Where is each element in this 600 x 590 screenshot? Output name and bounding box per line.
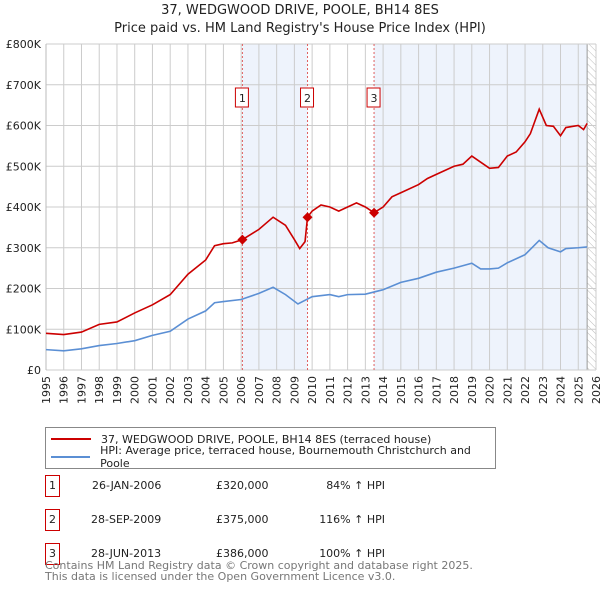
x-tick-label: 2016 [413,376,426,404]
y-tick-label: £700K [6,79,42,92]
sale-date: 28-SEP-2009 [91,513,162,526]
sale-hpi-change: 116% ↑ HPI [319,513,385,526]
x-tick-label: 2005 [217,376,230,404]
y-tick-label: £0 [27,364,41,377]
y-tick-label: £600K [6,120,42,133]
x-tick-label: 1998 [93,376,106,404]
chart-plot: 1995 1996 1997 1998 1999 2000 2001 2002 2003 2004… [6,38,600,404]
x-tick-label: 2009 [288,376,301,404]
sale-marker-box [366,87,381,108]
chart-subtitle: Price paid vs. HM Land Registry's House … [114,21,486,36]
sale-date: 28-JUN-2013 [91,547,162,560]
y-tick-label: £500K [6,160,42,173]
sale-hpi-change: 84% ↑ HPI [326,479,385,492]
x-tick-label: 2023 [537,376,550,404]
x-tick-label: 1997 [75,376,88,404]
sale-point [237,234,248,245]
sale-marker-badge: 2 [45,509,60,531]
x-tick-label: 2015 [395,376,408,404]
x-tick-label: 1999 [111,376,124,404]
chart-title: 37, WEDGWOOD DRIVE, POOLE, BH14 8ES [161,3,439,18]
sale-point [369,207,380,218]
x-tick-label: 2017 [430,376,443,404]
x-tick-label: 1996 [58,376,71,404]
x-tick-label: 2013 [359,376,372,404]
x-tick-label: 2002 [164,376,177,404]
x-tick-label: 2019 [466,376,479,404]
x-tick-label: 2024 [555,376,568,404]
y-tick-label: £200K [6,283,42,296]
x-tick-label: 2021 [501,376,514,404]
x-tick-label: 2026 [590,376,600,404]
x-tick-label: 2004 [200,376,213,404]
legend-swatch-red [51,438,91,440]
sale-marker-label: 2 [304,92,311,105]
x-tick-label: 2020 [484,376,497,404]
sale-price: £386,000 [216,547,269,560]
x-tick-label: 2022 [519,376,532,404]
property-series-line [45,107,588,336]
x-tick-label: 2025 [572,376,585,404]
footer-line-2: This data is licensed under the Open Gov… [45,570,396,583]
legend: 37, WEDGWOOD DRIVE, POOLE, BH14 8ES (ter… [45,427,496,470]
sale-row: 3 28-JUN-2013 £386,000 100% ↑ HPI [45,543,545,565]
sale-marker-badge: 1 [45,475,60,497]
x-tick-label: 2012 [342,376,355,404]
x-tick-label: 2007 [253,376,266,404]
y-tick-label: £400K [6,201,42,214]
hpi-series-line [45,239,588,352]
x-tick-label: 2000 [129,376,142,404]
legend-item-hpi: HPI: Average price, terraced house, Bour… [46,444,495,470]
sale-price: £375,000 [216,513,269,526]
sale-point [302,212,313,223]
x-tick-label: 2001 [146,376,159,404]
x-tick-label: 2010 [306,376,319,404]
x-tick-label: 2008 [271,376,284,404]
sale-hpi-change: 100% ↑ HPI [319,547,385,560]
legend-label: HPI: Average price, terraced house, Bour… [100,444,471,470]
x-tick-label: 2014 [377,376,390,404]
footer: Contains HM Land Registry data © Crown c… [45,560,473,582]
x-tick-label: 2003 [182,376,195,404]
x-tick-label: 2018 [448,376,461,404]
legend-label: 37, WEDGWOOD DRIVE, POOLE, BH14 8ES (ter… [101,432,432,446]
footer-line-1: Contains HM Land Registry data © Crown c… [45,559,473,572]
x-tick-label: 2006 [235,376,248,404]
sale-marker-box [300,87,315,108]
legend-item-property: 37, WEDGWOOD DRIVE, POOLE, BH14 8ES (ter… [46,431,431,447]
sale-row: 2 28-SEP-2009 £375,000 116% ↑ HPI [45,509,545,531]
sale-price: £320,000 [216,479,269,492]
sale-marker-box [234,87,249,108]
sale-marker-label: 3 [371,92,378,105]
legend-swatch-blue [51,456,91,458]
sale-row: 1 26-JAN-2006 £320,000 84% ↑ HPI [45,475,545,497]
sale-marker-label: 1 [239,92,246,105]
y-tick-label: £100K [6,323,42,336]
x-tick-label: 2011 [324,376,337,404]
y-tick-label: £800K [6,38,42,51]
x-tick-label: 1995 [40,376,53,404]
sale-date: 26-JAN-2006 [92,479,162,492]
y-tick-label: £300K [6,242,42,255]
sale-marker-badge: 3 [45,543,60,565]
